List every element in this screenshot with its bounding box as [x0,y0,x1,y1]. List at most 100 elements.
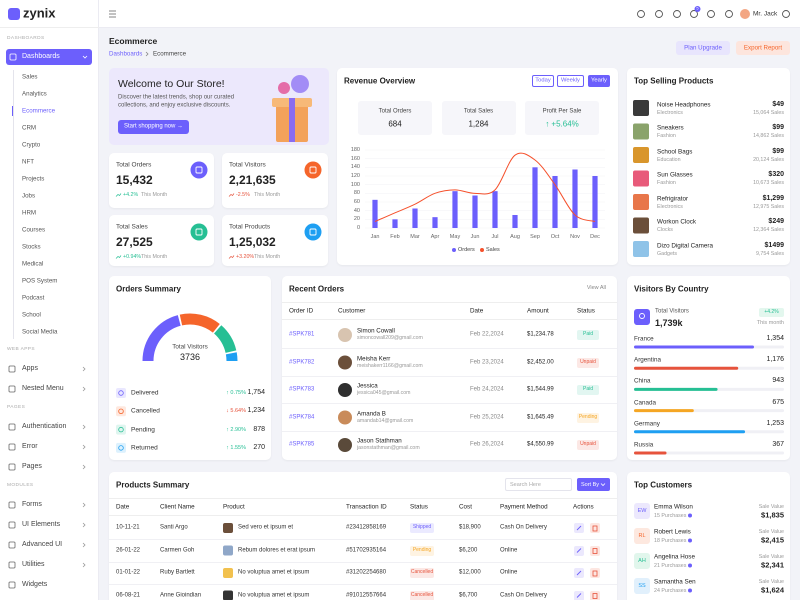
gauge-value: 3736 [179,351,201,362]
x-tick-label: Sep [530,233,540,240]
edit-button[interactable] [574,568,584,578]
product-category: Gadgets [657,250,678,257]
user-name[interactable]: Mr. Jack [753,10,778,18]
submenu-item[interactable]: Crypto [22,141,41,149]
button-label[interactable]: Plan Upgrade [684,44,722,52]
tab[interactable] [532,75,554,87]
submenu-item[interactable]: Projects [22,175,45,183]
x-tick-label: Dec [590,233,600,240]
tab-label[interactable]: Today [535,77,551,84]
sidebar-item[interactable]: UI Elements [22,520,61,528]
revenue-stat [525,101,599,135]
submenu-item[interactable]: Medical [22,260,44,268]
stat-label: Total Sales [116,223,148,231]
tab-label[interactable]: Weekly [561,77,580,84]
country-value: 1,253 [766,419,784,427]
order-id[interactable]: #SPK782 [289,359,315,366]
submenu-item[interactable]: Courses [22,226,46,234]
view-all-link[interactable]: View All [586,284,606,291]
status-change: ↓ 5.64% [226,408,246,415]
y-tick-label: 80 [353,190,360,197]
customer-name: Jason Stathman [357,437,402,445]
product-sales: 12,364 Sales [753,226,784,233]
sidebar-item[interactable]: Utilities [22,560,45,568]
submenu-item[interactable]: Ecommerce [22,107,56,115]
status-value: 878 [253,425,265,433]
customer-initials: EW [637,507,647,514]
submenu-item[interactable]: CRM [22,124,37,132]
submenu-item[interactable]: Podcast [22,294,45,302]
order-id[interactable]: #SPK784 [289,414,315,421]
sidebar-item[interactable]: Nested Menu [22,384,64,392]
submenu-line [12,70,14,339]
stat-value: 27,525 [116,235,153,250]
sale-value: $1,835 [761,510,784,520]
sidebar-item[interactable]: Pages [22,462,42,470]
sidebar-item[interactable]: Advanced UI [22,540,63,548]
submenu-item[interactable]: Sales [22,73,38,81]
delete-button[interactable] [590,590,600,600]
order-id[interactable]: #SPK785 [289,441,315,448]
card [109,276,271,460]
sidebar-item[interactable]: Authentication [22,422,67,430]
column-header: Cost [459,503,472,511]
x-tick-label: Mar [410,233,420,240]
plan-upgrade-button[interactable] [676,41,730,55]
sidebar-item[interactable]: Error [22,442,38,450]
sidebar-item[interactable]: Forms [22,500,42,508]
breadcrumb-link[interactable]: Dashboards [109,50,143,58]
submenu-item[interactable]: Analytics [22,90,47,98]
button-label[interactable]: Start shopping now → [123,123,184,130]
sidebar-item[interactable]: Dashboards [22,52,60,60]
cell-payment: Cash On Delivery [500,524,548,531]
sidebar-item[interactable]: Widgets [22,580,48,588]
product-category: Fashion [657,132,676,139]
submenu-item[interactable]: NFT [22,158,35,166]
card-title: Top Customers [634,480,693,490]
submenu-item[interactable]: HRM [22,209,37,217]
country-name: France [634,335,654,343]
submenu-item[interactable]: POS System [22,277,58,285]
status-label: Pending [131,425,155,433]
sale-value: $1,624 [761,585,784,595]
customer-purchases: 24 Purchases [654,587,687,594]
delete-button[interactable] [590,568,600,578]
delete-button[interactable] [590,523,600,533]
status-label: Cancelled [131,407,160,415]
sidebar-item[interactable]: Apps [22,364,38,372]
edit-button[interactable] [574,523,584,533]
sidebar-item-active[interactable] [6,49,92,65]
search-box[interactable] [505,478,572,491]
order-date: Feb 22,2024 [470,331,504,338]
submenu-item[interactable]: Stocks [22,243,41,251]
submenu-item[interactable]: School [22,311,41,319]
submenu-item[interactable]: Social Media [22,328,58,336]
button-label[interactable]: Sort By [580,481,600,488]
stat-value: 15,432 [116,173,153,188]
edit-button[interactable] [574,590,584,600]
edit-button[interactable] [574,545,584,556]
y-tick-label: 180 [350,146,360,153]
product-name: Refrigirator [657,194,689,202]
cell-transaction: #91012557664 [346,592,387,599]
export-button[interactable] [736,41,790,55]
customer-purchases: 21 Purchases [654,562,687,569]
country-name: Canada [634,398,657,406]
shop-button[interactable] [118,120,189,134]
country-value: 1,354 [766,334,784,342]
search-placeholder[interactable]: Search Here [510,481,541,488]
order-id[interactable]: #SPK781 [289,331,315,338]
sort-button[interactable] [577,478,610,491]
y-tick-label: 160 [350,155,360,162]
submenu-item[interactable]: Jobs [22,192,36,200]
delete-button[interactable] [590,545,600,556]
tab-label[interactable]: Yearly [591,77,607,84]
table-header [109,498,617,516]
customer-avatar [634,578,650,594]
country-name: Russia [634,441,654,449]
tab[interactable] [557,75,584,87]
card-title: Top Selling Products [634,76,714,86]
button-label[interactable]: Export Report [743,44,783,52]
tab[interactable] [588,75,610,87]
order-id[interactable]: #SPK783 [289,386,315,393]
